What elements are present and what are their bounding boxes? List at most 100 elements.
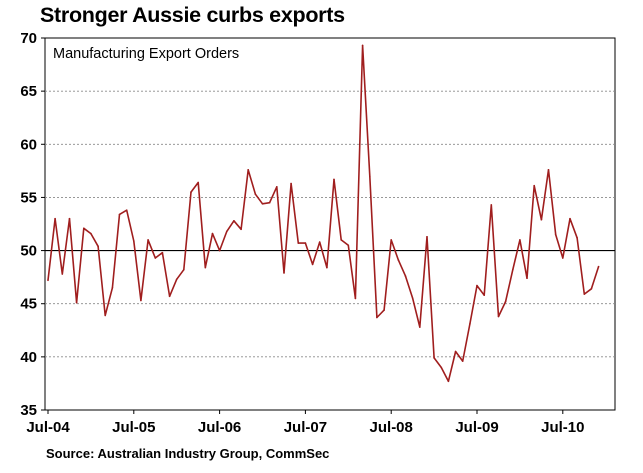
data-point bbox=[397, 259, 400, 261]
y-tick-label: 70 bbox=[20, 30, 37, 47]
data-point bbox=[226, 230, 228, 233]
data-point bbox=[597, 265, 600, 268]
y-tick-label: 65 bbox=[20, 83, 37, 100]
x-tick-label: Jul-05 bbox=[112, 419, 155, 436]
y-tick-label: 40 bbox=[20, 349, 37, 366]
data-point bbox=[247, 169, 249, 171]
data-point bbox=[97, 245, 99, 248]
y-tick-label: 35 bbox=[20, 402, 37, 419]
data-point bbox=[90, 232, 92, 235]
data-point bbox=[340, 239, 343, 241]
x-tick-label: Jul-04 bbox=[26, 419, 70, 436]
data-point bbox=[268, 201, 271, 204]
x-tick-label: Jul-07 bbox=[284, 419, 327, 436]
x-tick-label: Jul-10 bbox=[541, 419, 584, 436]
data-point bbox=[411, 297, 414, 300]
data-point bbox=[554, 233, 557, 236]
data-point bbox=[304, 242, 307, 244]
data-point bbox=[133, 240, 135, 242]
data-point bbox=[569, 217, 571, 220]
data-point bbox=[83, 227, 85, 230]
data-point bbox=[497, 315, 500, 318]
y-tick-label: 50 bbox=[20, 243, 37, 260]
data-point bbox=[483, 294, 486, 297]
data-point bbox=[161, 251, 164, 254]
data-point bbox=[183, 268, 185, 271]
data-point bbox=[454, 350, 457, 353]
data-point bbox=[476, 284, 478, 287]
data-point bbox=[125, 209, 128, 211]
data-point bbox=[218, 249, 221, 252]
y-tick-label: 60 bbox=[20, 136, 37, 153]
data-point bbox=[61, 273, 64, 275]
y-tick-label: 45 bbox=[20, 296, 37, 313]
data-point bbox=[533, 184, 535, 187]
series-line bbox=[47, 44, 600, 383]
data-point bbox=[140, 299, 142, 302]
chart-source: Source: Australian Industry Group, CommS… bbox=[46, 446, 330, 461]
series-lines bbox=[47, 44, 600, 383]
y-axis: 35 40 45 50 55 60 65 70 bbox=[20, 30, 45, 419]
data-point bbox=[283, 272, 285, 274]
data-point bbox=[175, 278, 178, 281]
data-point bbox=[376, 316, 378, 319]
data-point bbox=[104, 314, 106, 317]
data-point bbox=[562, 257, 564, 259]
data-point bbox=[512, 268, 514, 271]
data-point bbox=[540, 218, 543, 221]
data-point bbox=[526, 277, 528, 280]
data-point bbox=[154, 257, 157, 259]
data-point bbox=[583, 293, 586, 295]
data-point bbox=[47, 279, 49, 282]
data-point bbox=[347, 244, 350, 247]
data-point bbox=[318, 241, 321, 243]
data-point bbox=[168, 295, 171, 298]
data-point bbox=[276, 186, 278, 188]
data-point bbox=[440, 366, 443, 369]
data-point bbox=[590, 288, 593, 290]
data-point bbox=[290, 182, 292, 185]
data-point bbox=[419, 326, 421, 328]
data-point bbox=[547, 169, 550, 171]
data-point bbox=[490, 204, 493, 206]
data-point bbox=[447, 380, 450, 383]
x-tick-label: Jul-09 bbox=[455, 419, 498, 436]
data-point bbox=[197, 181, 199, 184]
data-point bbox=[311, 263, 314, 266]
data-point bbox=[576, 237, 578, 239]
data-point bbox=[297, 242, 300, 244]
data-point bbox=[404, 275, 407, 277]
data-point bbox=[254, 193, 257, 195]
chart-title: Stronger Aussie curbs exports bbox=[40, 3, 345, 27]
data-point bbox=[111, 287, 114, 289]
data-point bbox=[118, 213, 121, 216]
data-point bbox=[204, 266, 207, 269]
data-point bbox=[147, 239, 149, 241]
data-point bbox=[68, 217, 71, 220]
x-tick-label: Jul-08 bbox=[370, 419, 413, 436]
data-point bbox=[211, 232, 214, 235]
data-point bbox=[426, 236, 428, 238]
data-point bbox=[190, 191, 192, 193]
data-point bbox=[75, 301, 78, 304]
data-point bbox=[519, 239, 521, 241]
data-point bbox=[354, 297, 357, 300]
y-tick-label: 55 bbox=[20, 189, 37, 206]
x-axis: Jul-04 Jul-05 Jul-06 Jul-07 Jul-08 Jul-09 Jul-… bbox=[26, 410, 584, 436]
data-point bbox=[383, 309, 385, 311]
data-point bbox=[333, 178, 335, 181]
data-point bbox=[369, 175, 371, 177]
gridlines bbox=[45, 90, 615, 358]
x-tick-label: Jul-06 bbox=[198, 419, 241, 436]
data-point bbox=[261, 203, 264, 205]
data-point bbox=[326, 266, 328, 269]
series-label: Manufacturing Export Orders bbox=[53, 46, 239, 62]
data-point bbox=[390, 239, 393, 241]
data-point bbox=[240, 228, 242, 231]
data-point bbox=[469, 323, 471, 325]
data-point bbox=[361, 44, 364, 47]
data-point bbox=[433, 357, 435, 359]
data-point bbox=[54, 217, 56, 220]
data-point bbox=[461, 360, 464, 362]
